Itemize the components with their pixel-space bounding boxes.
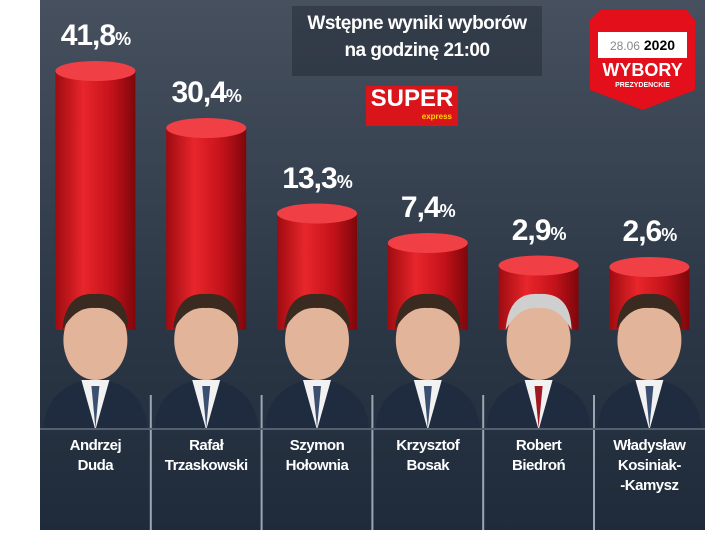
tie-1 xyxy=(202,386,211,428)
bar-top-2 xyxy=(277,203,357,224)
baseline xyxy=(40,428,705,430)
bar-top-5 xyxy=(609,257,690,277)
tie-2 xyxy=(313,386,321,428)
bar-top-1 xyxy=(166,118,247,138)
value-unit: % xyxy=(225,86,242,106)
value-label-3: 7,4% xyxy=(373,191,483,225)
name-line: Kosiniak- xyxy=(617,457,682,474)
value-number: 41,8 xyxy=(60,19,116,52)
bar-top-0 xyxy=(55,61,136,81)
value-number: 2,9 xyxy=(511,213,552,247)
value-number: 7,4 xyxy=(400,191,441,224)
candidate-name-4: Robert Biedroń xyxy=(484,436,594,476)
hair-5 xyxy=(616,293,683,330)
name-line: Rafał xyxy=(189,437,224,454)
title-line-2: na godzinę 21:00 xyxy=(344,40,490,61)
tie-3 xyxy=(423,386,432,428)
name-line: -Kamysz xyxy=(620,477,679,494)
value-label-2: 13,3% xyxy=(262,162,372,196)
value-unit: % xyxy=(550,223,566,244)
candidate-name-2: Szymon Hołownia xyxy=(262,436,372,476)
hair-3 xyxy=(394,293,461,330)
bar-top-3 xyxy=(387,233,468,253)
name-line: Andrzej xyxy=(69,437,122,454)
face-2 xyxy=(285,300,349,380)
title-line-1: Wstępne wyniki wyborów xyxy=(307,13,527,34)
value-label-0: 41,8% xyxy=(40,19,150,53)
candidate-name-1: Rafał Trzaskowski xyxy=(151,436,261,476)
face-4 xyxy=(506,300,571,380)
badge-date: 28.06 2020 xyxy=(598,32,687,58)
name-line: Bosak xyxy=(406,457,450,474)
chart-title: Wstępne wyniki wyborów na godzinę 21:00 xyxy=(292,6,542,76)
tie-4 xyxy=(534,386,543,428)
value-unit: % xyxy=(115,29,131,49)
name-line: Hołownia xyxy=(285,457,349,474)
face-5 xyxy=(617,300,682,380)
value-label-1: 30,4% xyxy=(151,76,261,110)
value-label-4: 2,9% xyxy=(484,214,594,248)
value-number: 2,6 xyxy=(622,215,663,248)
face-3 xyxy=(395,300,460,380)
election-badge: 28.06 2020 WYBORY PREZYDENCKIE xyxy=(590,10,695,110)
candidate-name-0: Andrzej Duda xyxy=(40,436,150,476)
hair-0 xyxy=(62,293,129,330)
badge-subtitle: PREZYDENCKIE xyxy=(615,82,670,89)
face-1 xyxy=(174,300,239,380)
candidate-name-3: Krzysztof Bosak xyxy=(373,436,483,476)
bar-top-4 xyxy=(498,255,579,276)
name-line: Trzaskowski xyxy=(164,457,248,474)
value-number: 13,3 xyxy=(282,161,337,195)
logo-super: SUPER xyxy=(370,85,454,112)
tie-0 xyxy=(91,386,100,428)
face-0 xyxy=(63,300,128,380)
name-line: Robert xyxy=(515,437,562,454)
candidate-name-5: Władysław Kosiniak- -Kamysz xyxy=(594,436,704,496)
hair-4 xyxy=(505,293,572,330)
value-number: 30,4 xyxy=(171,76,226,109)
bar-0 xyxy=(55,71,136,330)
value-label-5: 2,6% xyxy=(594,215,704,249)
badge-day: 28.06 xyxy=(609,39,640,53)
value-unit: % xyxy=(661,225,677,245)
hair-1 xyxy=(173,293,240,330)
value-unit: % xyxy=(336,171,353,192)
chart-panel: Wstępne wyniki wyborów na godzinę 21:00 S… xyxy=(40,0,705,530)
badge-title: WYBORY xyxy=(602,60,683,80)
name-line: Szymon xyxy=(289,437,345,454)
badge-year: 2020 xyxy=(643,37,676,53)
name-line: Krzysztof xyxy=(396,437,460,454)
chart-svg xyxy=(40,61,705,530)
name-line: Biedroń xyxy=(512,457,566,474)
name-line: Duda xyxy=(77,457,114,474)
hair-2 xyxy=(284,293,350,330)
super-express-logo: SUPER express xyxy=(366,86,458,126)
name-line: Władysław xyxy=(613,437,686,454)
tie-5 xyxy=(645,386,654,428)
value-unit: % xyxy=(439,201,456,221)
logo-express: express xyxy=(421,112,452,121)
